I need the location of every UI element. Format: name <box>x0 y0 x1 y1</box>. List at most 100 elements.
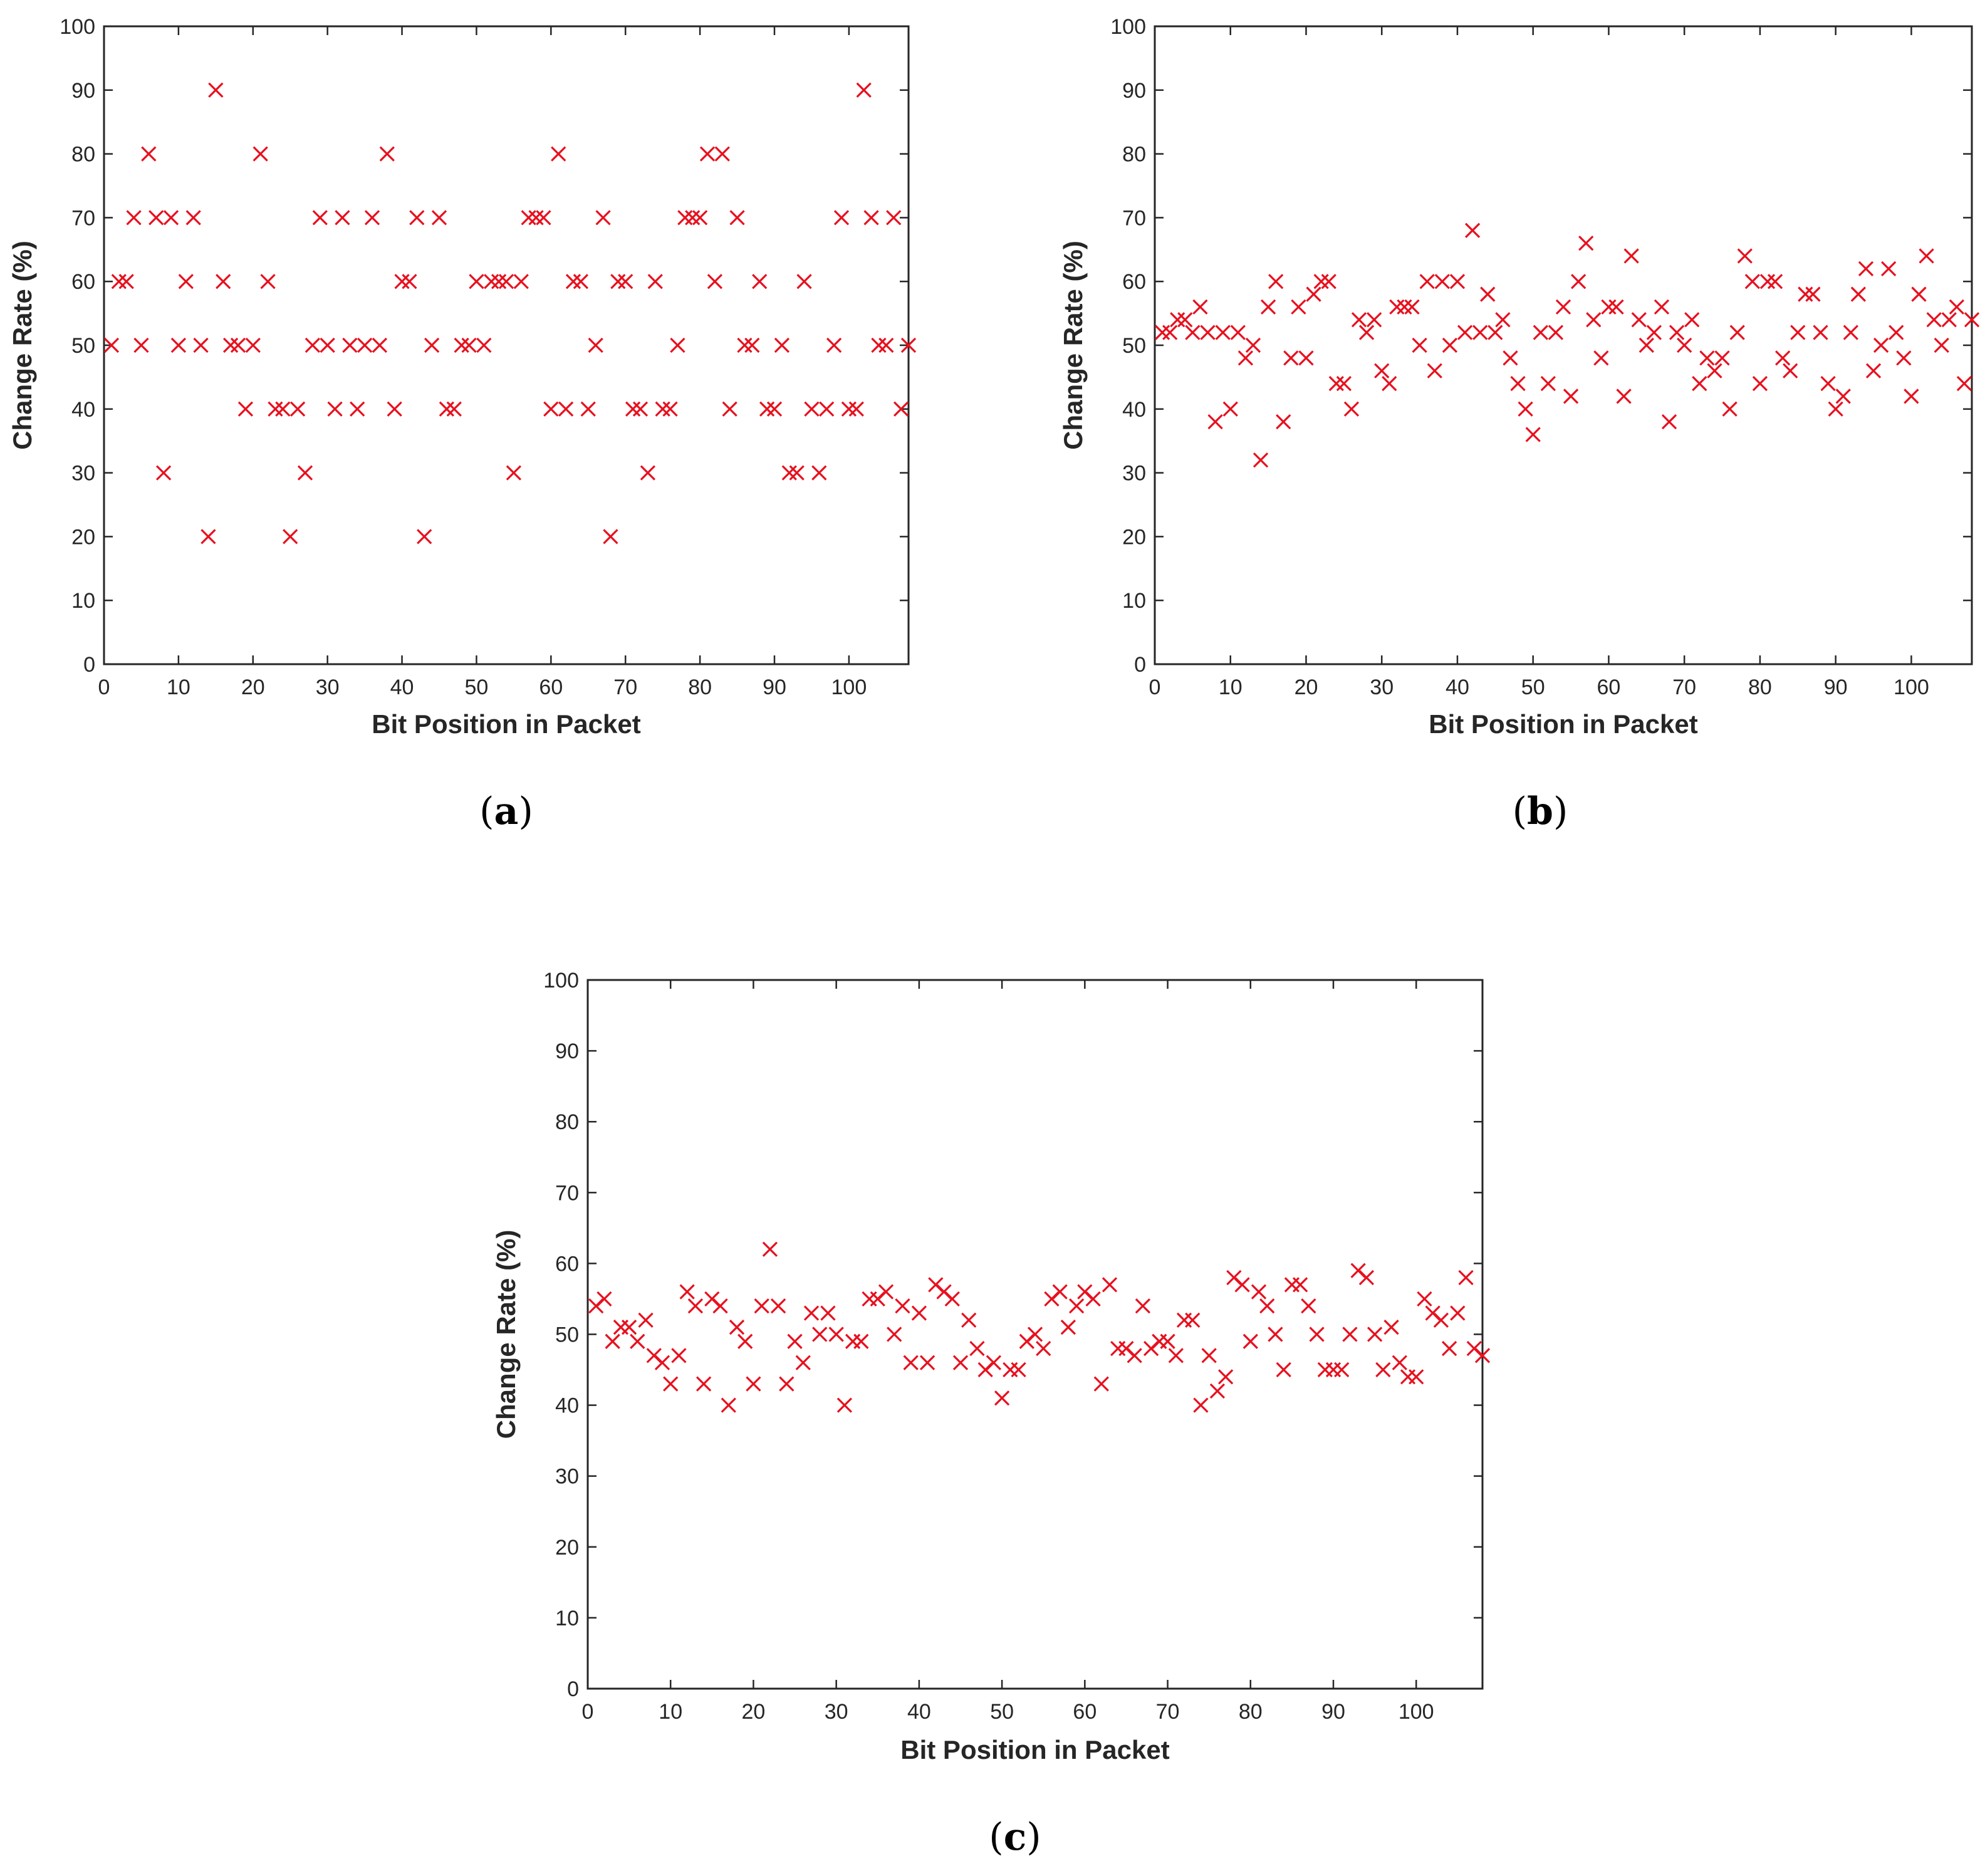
data-point <box>1533 325 1548 340</box>
y-tick-label: 90 <box>71 79 95 103</box>
data-point <box>163 210 179 226</box>
data-point <box>1404 299 1420 315</box>
data-point <box>372 337 388 353</box>
data-point <box>1060 1320 1076 1335</box>
data-point <box>1474 1348 1491 1363</box>
y-tick-label: 50 <box>555 1323 579 1347</box>
y-tick-label: 20 <box>1122 525 1146 549</box>
y-tick-label: 20 <box>71 525 95 549</box>
x-tick-label: 70 <box>1672 675 1696 699</box>
data-point <box>1904 388 1919 404</box>
data-point <box>1623 248 1639 264</box>
data-point <box>506 465 522 481</box>
data-point <box>1767 274 1783 289</box>
data-point <box>1085 1291 1101 1307</box>
x-tick-label: 60 <box>1073 1700 1097 1724</box>
data-point <box>1301 1298 1316 1314</box>
data-point <box>1409 1369 1424 1385</box>
data-point <box>1813 325 1828 340</box>
data-point <box>595 210 611 226</box>
data-point <box>759 401 775 417</box>
data-point <box>1093 1376 1109 1392</box>
data-point <box>729 210 745 226</box>
data-point <box>1805 286 1821 302</box>
data-point <box>986 1355 1002 1370</box>
figure-panel-b: 0 10 20 30 40 50 60 70 80 90 100 0 10 20 30 40 50 60 70 80 9… <box>993 0 1985 858</box>
data-point <box>621 1320 637 1335</box>
data-point <box>498 274 514 289</box>
data-point <box>193 337 209 353</box>
data-point <box>387 401 402 417</box>
data-point <box>1217 1369 1234 1385</box>
data-point <box>1207 414 1223 430</box>
data-point <box>685 210 701 226</box>
data-point <box>878 1284 894 1300</box>
data-point <box>1260 299 1276 315</box>
data-point <box>707 274 723 289</box>
data-point <box>580 401 596 417</box>
data-point <box>1374 363 1390 378</box>
data-point <box>779 1376 795 1392</box>
data-point <box>1631 312 1647 328</box>
data-point <box>833 210 850 226</box>
data-point <box>886 210 902 226</box>
data-point <box>1011 1362 1026 1378</box>
data-point <box>654 1355 670 1370</box>
data-point <box>1306 286 1321 302</box>
data-point <box>1835 388 1851 404</box>
plot-frame <box>103 25 910 665</box>
data-point <box>1450 1305 1466 1321</box>
y-axis-label: Change Rate (%) <box>8 241 37 450</box>
data-point <box>1027 1326 1043 1342</box>
data-point <box>289 401 306 417</box>
data-point <box>513 274 529 289</box>
data-point <box>1259 1298 1275 1314</box>
data-point <box>222 337 239 353</box>
data-point <box>350 401 365 417</box>
data-point <box>1722 401 1738 417</box>
data-point <box>640 465 656 481</box>
data-point <box>1677 337 1692 353</box>
data-point <box>1243 1333 1258 1349</box>
data-point <box>1192 299 1208 315</box>
data-point <box>1375 1362 1391 1378</box>
data-point <box>335 210 350 226</box>
data-point <box>1367 312 1382 328</box>
data-point <box>871 337 887 353</box>
data-point <box>687 1298 704 1314</box>
data-point <box>1336 375 1352 392</box>
data-point <box>1881 261 1897 276</box>
x-tick-label: 100 <box>1894 675 1929 699</box>
data-point <box>1919 248 1934 264</box>
data-point <box>364 210 380 226</box>
data-point <box>1790 325 1806 340</box>
data-point <box>911 1305 927 1321</box>
data-point <box>1276 414 1291 430</box>
x-axis-label: Bit Position in Packet <box>900 1735 1169 1764</box>
data-point <box>766 401 783 417</box>
data-point <box>484 274 499 289</box>
x-tick-label: 100 <box>831 675 867 699</box>
data-point <box>737 337 753 353</box>
data-point <box>754 1298 769 1314</box>
x-tick-label: 10 <box>1219 675 1243 699</box>
data-point <box>208 82 224 98</box>
x-tick-label: 70 <box>613 675 637 699</box>
data-point <box>320 337 335 353</box>
data-point <box>1593 350 1609 366</box>
data-point <box>230 337 246 353</box>
data-point <box>1744 274 1760 289</box>
data-point <box>671 1348 687 1363</box>
x-tick-label: 100 <box>1399 1700 1434 1724</box>
x-tick-label: 80 <box>1239 1700 1263 1724</box>
y-tick-label: 40 <box>555 1394 579 1418</box>
data-point <box>969 1340 985 1357</box>
y-tick-label: 10 <box>1122 589 1146 613</box>
data-point <box>887 1326 902 1342</box>
data-point <box>1392 1355 1407 1370</box>
data-point <box>903 1355 919 1370</box>
x-tick-label: 60 <box>1597 675 1621 699</box>
data-point <box>1417 1291 1432 1307</box>
data-point <box>1102 1277 1118 1293</box>
figure-panel-a: 0 10 20 30 40 50 60 70 80 90 100 0 10 20 30 40 50 60 70 80 9… <box>0 0 990 858</box>
